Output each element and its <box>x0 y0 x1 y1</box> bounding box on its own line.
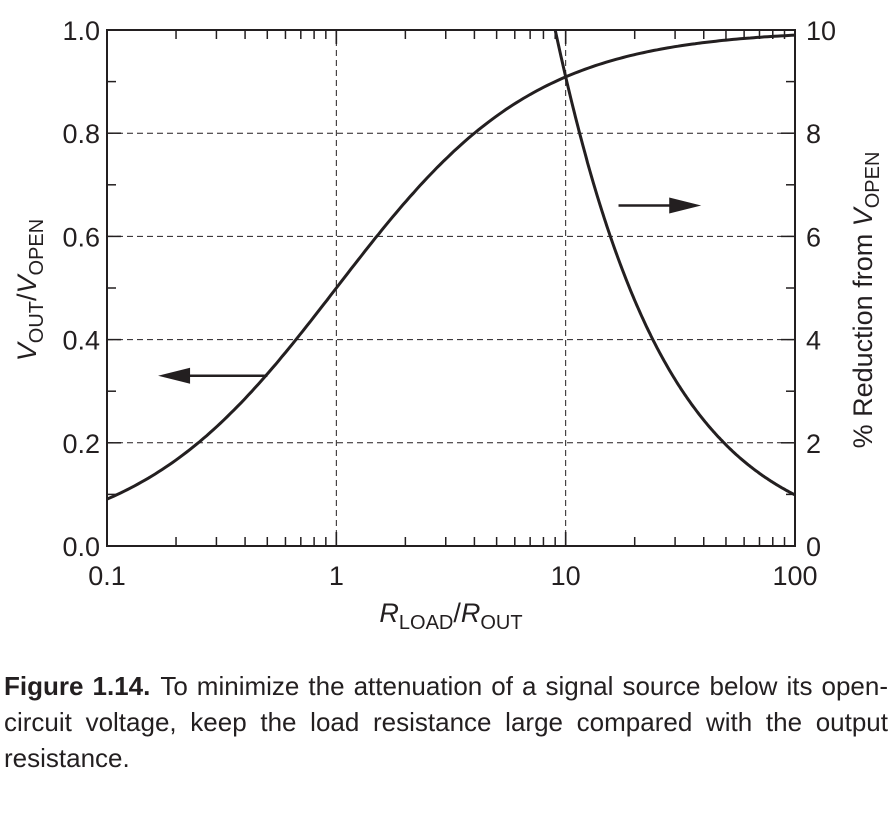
y-tick-label-left: 0.0 <box>62 532 100 562</box>
figure-caption: Figure 1.14. To minimize the attenuation … <box>4 668 888 776</box>
y-tick-label-right: 2 <box>806 429 821 459</box>
y-tick-label-right: 0 <box>806 532 821 562</box>
arrow-right-head <box>669 197 702 214</box>
x-tick-label: 10 <box>551 561 581 591</box>
figure-caption-text: To minimize the attenuation of a signal … <box>4 671 888 773</box>
arrow-left-head <box>158 367 191 384</box>
chart: 0.1 1 10 100 0.0 0.2 0.4 0.6 0.8 1.0 0 2 4 6 8 10 RLOAD… <box>12 16 884 634</box>
y-tick-label-left: 0.6 <box>62 222 100 252</box>
x-tick-label: 1 <box>329 561 344 591</box>
series-line-reduction <box>553 29 796 497</box>
plot-frame <box>106 29 796 547</box>
y-axis-right-title: % Reduction from VOPEN <box>848 152 884 449</box>
curves <box>106 29 796 501</box>
y-tick-label-right: 6 <box>806 222 821 252</box>
x-tick-label: 0.1 <box>88 561 126 591</box>
x-tick-label: 100 <box>772 561 817 591</box>
minor-ticks <box>106 29 796 547</box>
annotation-arrows <box>158 197 702 384</box>
y-axis-left-title: VOUT/VOPEN <box>12 219 48 361</box>
x-axis-title: RLOAD/ROUT <box>379 598 522 634</box>
y-tick-label-left: 0.4 <box>62 326 100 356</box>
grid-lines <box>107 30 795 546</box>
y-tick-label-right: 8 <box>806 119 821 149</box>
y-tick-label-left: 0.8 <box>62 119 100 149</box>
series-line-ratio <box>106 33 796 501</box>
y-tick-label-left: 0.2 <box>62 429 100 459</box>
figure-caption-label: Figure 1.14. <box>4 671 151 701</box>
y-tick-label-left: 1.0 <box>62 16 100 46</box>
y-tick-label-right: 10 <box>806 16 836 46</box>
tick-labels: 0.1 1 10 100 0.0 0.2 0.4 0.6 0.8 1.0 0 2 4 6 8 10 <box>62 16 836 591</box>
y-tick-label-right: 4 <box>806 326 821 356</box>
